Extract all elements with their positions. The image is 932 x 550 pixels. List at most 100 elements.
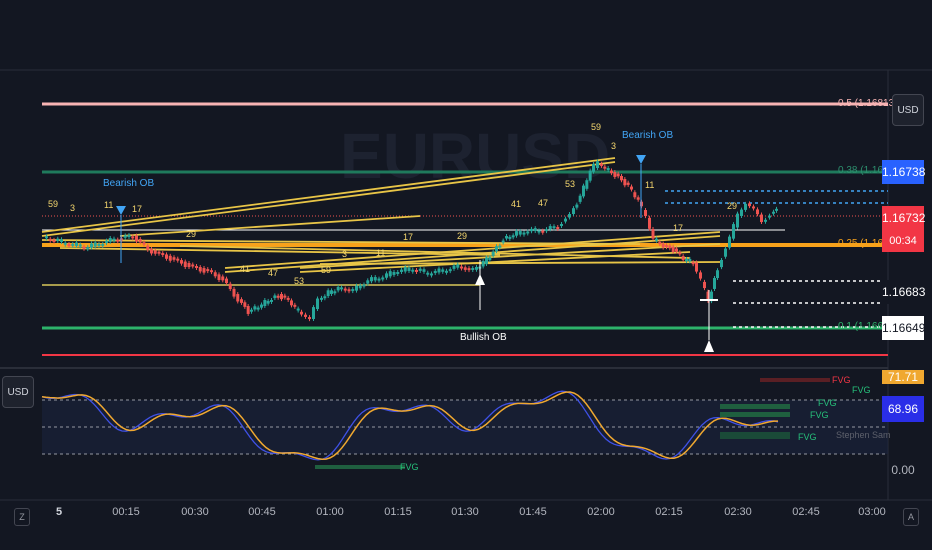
candle-body [437, 268, 441, 273]
candle-body [552, 226, 556, 229]
candle-body [396, 271, 400, 274]
bearish-ob-label-1: Bearish OB [103, 178, 155, 189]
candle-body [246, 306, 250, 314]
candle-body [564, 218, 567, 222]
candle-body [168, 255, 172, 261]
candle-body [256, 307, 260, 310]
candle-body [266, 300, 270, 304]
candle-body [290, 300, 293, 306]
auto-scale-button[interactable]: A [903, 508, 919, 526]
candle-body [572, 208, 575, 215]
candle-body [296, 308, 300, 311]
count-label: 11 [376, 248, 386, 258]
bullish-ob-marker-2 [704, 340, 714, 352]
count-label: 53 [565, 179, 576, 189]
currency-button-osc[interactable]: USD [2, 376, 34, 408]
bearish-ob-marker-2 [636, 155, 646, 164]
candle-body [93, 242, 97, 247]
fvg-label-2: FVG [832, 375, 851, 385]
time-tick-label: 01:45 [519, 506, 547, 518]
candle-body [183, 261, 187, 267]
price-countdown: 00:34 [882, 230, 924, 252]
fvg-label-1: FVG [400, 462, 419, 472]
candle-body [501, 240, 505, 243]
time-tick-label: 02:00 [587, 506, 615, 518]
candle-body [498, 245, 502, 248]
candle-body [131, 236, 135, 239]
candle-body [116, 239, 120, 242]
candle-body [78, 244, 82, 247]
candle-body [728, 236, 731, 248]
candle-body [373, 277, 377, 281]
candle-body [613, 171, 617, 177]
candle-body [675, 248, 678, 252]
candle-body [146, 245, 150, 250]
time-tick-label: 01:00 [316, 506, 344, 518]
candle-body [703, 281, 706, 289]
candle-body [362, 284, 366, 287]
count-label: 17 [132, 204, 143, 214]
count-label: 47 [268, 268, 279, 278]
candle-body [695, 262, 698, 272]
candle-body [678, 252, 682, 255]
price-label-bullish-ob-a: 1.16683 [882, 280, 925, 304]
candle-body [101, 243, 105, 246]
candle-body [63, 242, 67, 245]
candle-body [150, 248, 153, 254]
candle-body [210, 270, 213, 273]
candle-body [236, 294, 240, 302]
candle-body [515, 231, 518, 236]
candle-body [176, 258, 180, 261]
count-label: 3 [70, 203, 76, 213]
candle-body [333, 291, 337, 294]
candle-body [560, 223, 563, 226]
goto-realtime-button[interactable]: Z [14, 508, 30, 526]
candle-body [48, 238, 52, 241]
candle-body [518, 231, 522, 235]
candle-body [706, 291, 710, 301]
candle-body [588, 170, 592, 181]
currency-button-main[interactable]: USD [892, 94, 924, 126]
count-label: 59 [321, 265, 332, 275]
count-label: 47 [538, 198, 549, 208]
candle-body [112, 238, 116, 241]
candle-body [556, 226, 560, 229]
candle-body [280, 294, 283, 300]
candle-body [300, 311, 303, 315]
candle-body [505, 236, 508, 239]
candle-body [172, 257, 176, 260]
candle-body [648, 217, 651, 229]
candle-body [240, 299, 243, 303]
level-label-038: 0.38 (1.16763) [838, 165, 904, 176]
fvg-box-5 [720, 432, 790, 439]
candle-body [488, 257, 492, 261]
count-label: 11 [645, 180, 655, 190]
candle-body [661, 243, 665, 248]
candle-body [283, 295, 287, 298]
candle-body [286, 297, 290, 300]
candle-body [541, 230, 545, 233]
candle-body [270, 299, 273, 302]
candle-body [537, 230, 541, 233]
candle-body [213, 272, 217, 277]
candle-body [445, 270, 448, 273]
candle-body [568, 214, 571, 218]
count-label: 59 [48, 199, 59, 209]
candle-body [75, 242, 78, 246]
candle-body [603, 166, 607, 169]
candle-body [633, 192, 637, 198]
candle-body [377, 278, 381, 281]
candle-body [142, 242, 146, 245]
candle-body [441, 269, 445, 272]
price-label-current: 1.16732 [882, 206, 925, 230]
candle-body [724, 248, 727, 257]
candle-body [526, 231, 530, 234]
price-label-bullish-ob-b: 1.16649 [882, 316, 925, 340]
candle-body [756, 209, 759, 215]
candle-body [336, 286, 340, 291]
candle-body [370, 277, 373, 282]
candle-body [187, 263, 191, 268]
candle-body [392, 272, 396, 275]
candle-body [343, 288, 347, 291]
